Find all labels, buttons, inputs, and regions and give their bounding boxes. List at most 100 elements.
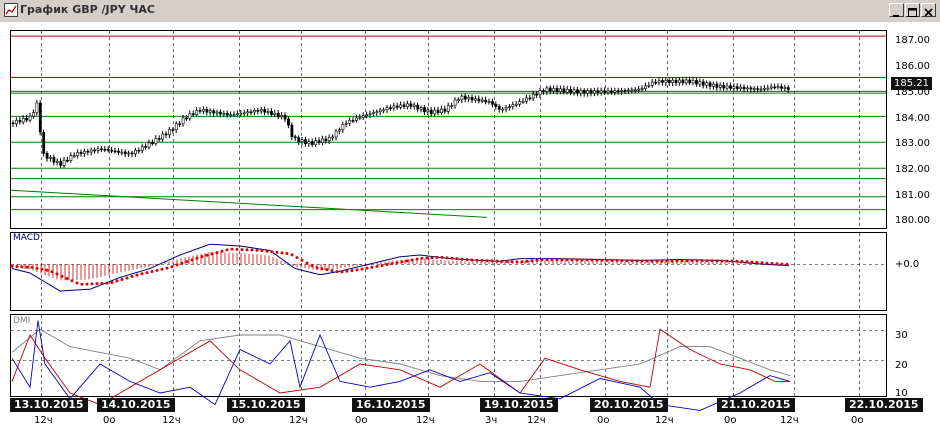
macd-signal-dot — [100, 281, 104, 285]
candle-body — [763, 88, 766, 90]
macd-signal-dot — [160, 267, 164, 271]
macd-signal-dot — [170, 265, 174, 269]
macd-series — [10, 243, 790, 292]
candle-body — [650, 81, 654, 86]
candle-body — [195, 110, 199, 116]
candle-body — [287, 118, 290, 126]
macd-signal-dot — [610, 258, 614, 262]
macd-line — [11, 243, 790, 292]
candle-body — [304, 139, 307, 145]
macd-signal-dot — [535, 258, 539, 262]
candle-body — [637, 88, 641, 91]
candle-body — [259, 109, 263, 112]
candle-body — [344, 122, 348, 125]
macd-signal-dot — [140, 272, 144, 276]
horizontal-levels — [10, 35, 886, 218]
price-tick: 182.00 — [895, 164, 930, 175]
dmi-tick: 10 — [895, 388, 908, 399]
macd-label: MACD — [13, 233, 40, 243]
candle-body — [161, 133, 165, 140]
candle-body — [474, 98, 477, 101]
candle-body — [392, 105, 396, 109]
candle-body — [239, 112, 243, 115]
candle-body — [589, 90, 593, 94]
candle-body — [382, 109, 386, 112]
macd-signal-dot — [240, 248, 244, 252]
macd-signal-dot — [525, 259, 529, 263]
chart-area[interactable]: MACD DMI 187.00 186.00 185.00 184.00 183… — [0, 22, 940, 431]
candle-body — [11, 122, 15, 125]
macd-signal-dot — [500, 259, 504, 263]
candle-body — [198, 110, 202, 112]
hour-label: 0o — [232, 415, 245, 426]
candle-body — [695, 80, 698, 85]
candle-body — [378, 109, 382, 113]
candle-body — [610, 90, 613, 93]
candle-body — [249, 111, 253, 114]
candle-body — [752, 88, 756, 90]
macd-signal-dot — [730, 259, 734, 263]
macd-signal-dot — [225, 248, 229, 252]
close-button[interactable] — [921, 3, 936, 17]
candle-body — [436, 109, 440, 113]
hour-label: 12ч — [780, 415, 799, 426]
candle-body — [300, 139, 304, 142]
macd-signal-dot — [780, 262, 784, 266]
candle-body — [106, 149, 110, 151]
candle-body — [667, 79, 671, 83]
candle-body — [599, 90, 603, 94]
candle-body — [640, 88, 644, 90]
candle-body — [572, 89, 576, 93]
candle-body — [314, 140, 318, 145]
chart-canvas[interactable] — [0, 22, 940, 431]
candle-body — [361, 115, 365, 118]
candle-body — [647, 84, 651, 87]
candle-body — [457, 99, 460, 101]
candle-body — [42, 131, 46, 154]
macd-signal-dot — [695, 259, 699, 263]
macd-signal-dot — [145, 271, 149, 275]
candle-body — [365, 114, 369, 117]
candle-body — [538, 90, 542, 96]
macd-signal-dot — [115, 279, 119, 283]
macd-signal-dot — [350, 269, 354, 273]
dmi-tick: 20 — [895, 360, 908, 371]
minimize-button[interactable] — [889, 3, 904, 17]
hour-label: 0o — [103, 415, 116, 426]
candle-body — [514, 103, 518, 106]
candle-body — [531, 93, 535, 99]
macd-signal-dot — [475, 258, 479, 262]
candle-body — [188, 113, 192, 119]
macd-signal-dot — [165, 266, 169, 270]
macd-signal-dot — [630, 259, 634, 263]
dmi-tick: 30 — [895, 330, 908, 341]
candle-body — [480, 99, 484, 102]
macd-signal-dot — [330, 269, 334, 273]
macd-signal-dot — [15, 265, 19, 269]
hour-label: 3ч — [485, 415, 498, 426]
candle-body — [644, 85, 647, 89]
macd-signal-dot — [480, 258, 484, 262]
candle-body — [72, 155, 76, 157]
candle-body — [208, 110, 212, 113]
macd-signal-dot — [375, 264, 379, 268]
candle-body — [586, 90, 590, 94]
current-price-tag: 185.21 — [891, 77, 932, 90]
candle-body — [110, 149, 114, 152]
macd-signal-dot — [310, 264, 314, 268]
candle-body — [83, 150, 86, 154]
macd-signal-dot — [70, 279, 74, 283]
dmi-plus-line — [11, 320, 791, 411]
maximize-button[interactable] — [905, 3, 920, 17]
candle-body — [283, 115, 287, 120]
macd-signal-dot — [105, 281, 109, 285]
macd-signal-dot — [40, 267, 44, 271]
candle-body — [242, 112, 246, 115]
candle-body — [140, 146, 144, 151]
candle-body — [219, 111, 222, 115]
candle-body — [671, 79, 675, 83]
candle-body — [157, 138, 161, 140]
macd-signal-dot — [290, 253, 294, 257]
macd-signal-dot — [490, 259, 494, 263]
candle-body — [154, 138, 158, 144]
